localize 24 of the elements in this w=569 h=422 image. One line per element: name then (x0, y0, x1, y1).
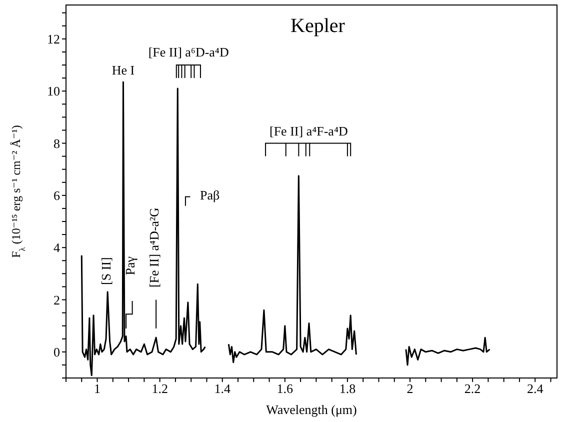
annotation: Paβ (200, 187, 220, 202)
y-tick-label: 10 (47, 84, 60, 99)
x-tick-label: 1.4 (214, 381, 231, 396)
y-tick-label: 12 (47, 32, 60, 47)
x-tick-label: 2.4 (526, 381, 544, 396)
annotation: Paγ (122, 256, 138, 276)
x-tick-label: 1.2 (152, 381, 168, 396)
x-tick-label: 2.2 (464, 381, 481, 396)
y-tick-label: 8 (54, 136, 60, 151)
x-tick-label: 1.8 (339, 381, 356, 396)
text: Kepler (290, 14, 346, 37)
annotation: [Fe II] a⁴F-a⁴D (270, 123, 348, 138)
annotation: He I (112, 62, 135, 78)
annotation: [S II] (98, 257, 114, 285)
annotation: [Fe II] a⁶D-a⁴D (148, 44, 229, 60)
y-tick-label: 0 (54, 344, 60, 360)
x-tick-label: 1 (94, 381, 101, 396)
y-tick-label: 2 (54, 292, 60, 308)
x-axis-title: Wavelength (μm) (266, 402, 357, 417)
x-tick-label: 1.6 (276, 381, 294, 396)
y-tick-label: 4 (54, 240, 60, 256)
x-tick-label: 2 (406, 381, 414, 396)
annotation: [Fe II] a⁴D-a²G (146, 208, 162, 288)
y-tick-label: 6 (54, 188, 60, 204)
